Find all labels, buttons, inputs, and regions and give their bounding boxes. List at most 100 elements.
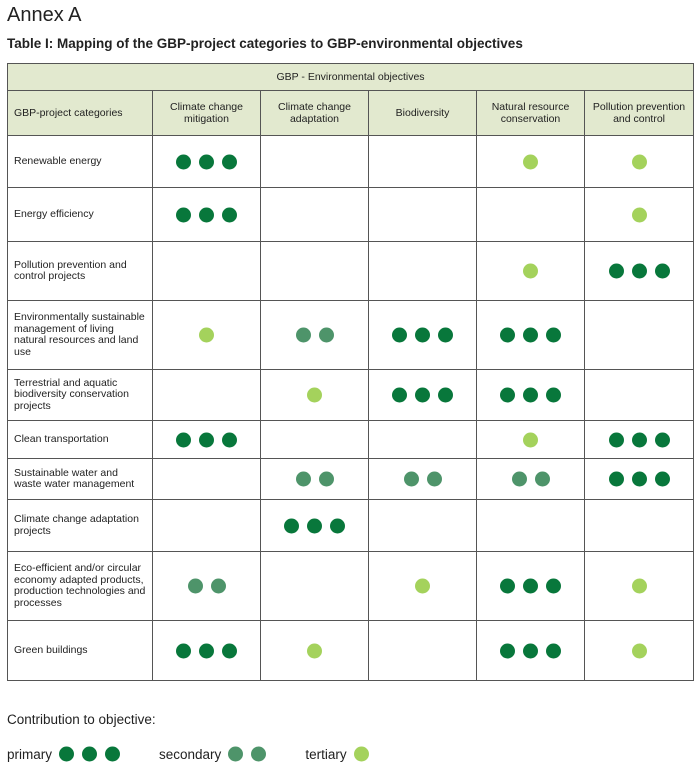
dot (546, 387, 561, 403)
cell (260, 620, 369, 681)
column-header: Climate change adaptation (260, 90, 369, 136)
legend-label: primary (7, 746, 53, 762)
dot (534, 471, 550, 487)
dots (523, 432, 538, 447)
table-row: Eco-efficient and/or circular economy ad… (7, 551, 695, 621)
dots (523, 154, 538, 169)
cell (152, 551, 261, 621)
dots (631, 578, 647, 594)
cell (368, 620, 477, 681)
dot (546, 578, 561, 594)
dot (199, 432, 214, 447)
cell (152, 620, 261, 681)
table-row: Clean transportation (7, 420, 695, 459)
category: Clean transportation (7, 420, 153, 459)
dots (500, 327, 561, 343)
cell (368, 187, 477, 242)
cell (260, 458, 369, 500)
dots (608, 432, 670, 447)
table-row: Green buildings (7, 620, 695, 681)
dots (295, 327, 334, 343)
dots (187, 578, 226, 594)
dot (631, 207, 647, 222)
dot (523, 327, 538, 343)
dot (105, 746, 121, 762)
dots (500, 387, 561, 403)
dots (631, 154, 647, 169)
cell (368, 300, 477, 370)
cell (583, 420, 695, 459)
dots (392, 387, 453, 403)
dot (222, 643, 237, 658)
cell (476, 499, 585, 552)
legend: primary secondary tertiary (7, 745, 408, 763)
dot (511, 471, 527, 487)
dot (59, 746, 75, 762)
dot (654, 432, 670, 447)
legend-label: tertiary (305, 746, 347, 762)
cell (476, 300, 585, 370)
cell (152, 135, 261, 188)
cell (152, 187, 261, 242)
dot (608, 432, 624, 447)
dot (307, 518, 322, 533)
cell (583, 499, 695, 552)
dot (176, 207, 191, 222)
dots (608, 471, 670, 487)
dots (523, 263, 538, 279)
column-header: Climate change mitigation (152, 90, 261, 136)
cell (368, 420, 477, 459)
legend-item: secondary (159, 745, 267, 763)
dot (631, 154, 647, 169)
dots (295, 471, 334, 487)
dots (403, 471, 442, 487)
cell (476, 241, 585, 301)
cell (260, 369, 369, 421)
group-header: GBP - Environmental objectives (6, 63, 695, 91)
dots (176, 207, 237, 222)
cell (260, 241, 369, 301)
category: Energy efficiency (7, 187, 153, 242)
category: Green buildings (7, 620, 153, 681)
cell (260, 187, 369, 242)
cell (583, 241, 695, 301)
table-row: Renewable energy (7, 135, 695, 188)
dot (415, 327, 430, 343)
dot (500, 387, 515, 403)
dot (307, 387, 322, 403)
dots (415, 578, 430, 594)
cell (583, 300, 695, 370)
dot (228, 746, 244, 762)
cell (152, 369, 261, 421)
dot (176, 432, 191, 447)
dot (426, 471, 442, 487)
dot (403, 471, 419, 487)
dot (631, 432, 647, 447)
category: Terrestrial and aquatic biodiversity con… (7, 369, 153, 421)
dot (318, 327, 334, 343)
cell (476, 420, 585, 459)
dot (295, 327, 311, 343)
cell (583, 458, 695, 500)
dot (523, 387, 538, 403)
dot (523, 578, 538, 594)
dot (654, 263, 670, 279)
cell (152, 458, 261, 500)
table-row: Energy efficiency (7, 187, 695, 242)
dot (222, 432, 237, 447)
dot (222, 207, 237, 222)
category: Pollution prevention and control project… (7, 241, 153, 301)
dot (523, 154, 538, 169)
cell (583, 551, 695, 621)
dot (438, 327, 453, 343)
cell (583, 620, 695, 681)
dots (608, 263, 670, 279)
legend-label: secondary (159, 746, 222, 762)
dot (500, 578, 515, 594)
dot (631, 643, 647, 658)
dot (438, 387, 453, 403)
dot (176, 154, 191, 169)
dot (199, 154, 214, 169)
cell (368, 458, 477, 500)
cell (368, 499, 477, 552)
